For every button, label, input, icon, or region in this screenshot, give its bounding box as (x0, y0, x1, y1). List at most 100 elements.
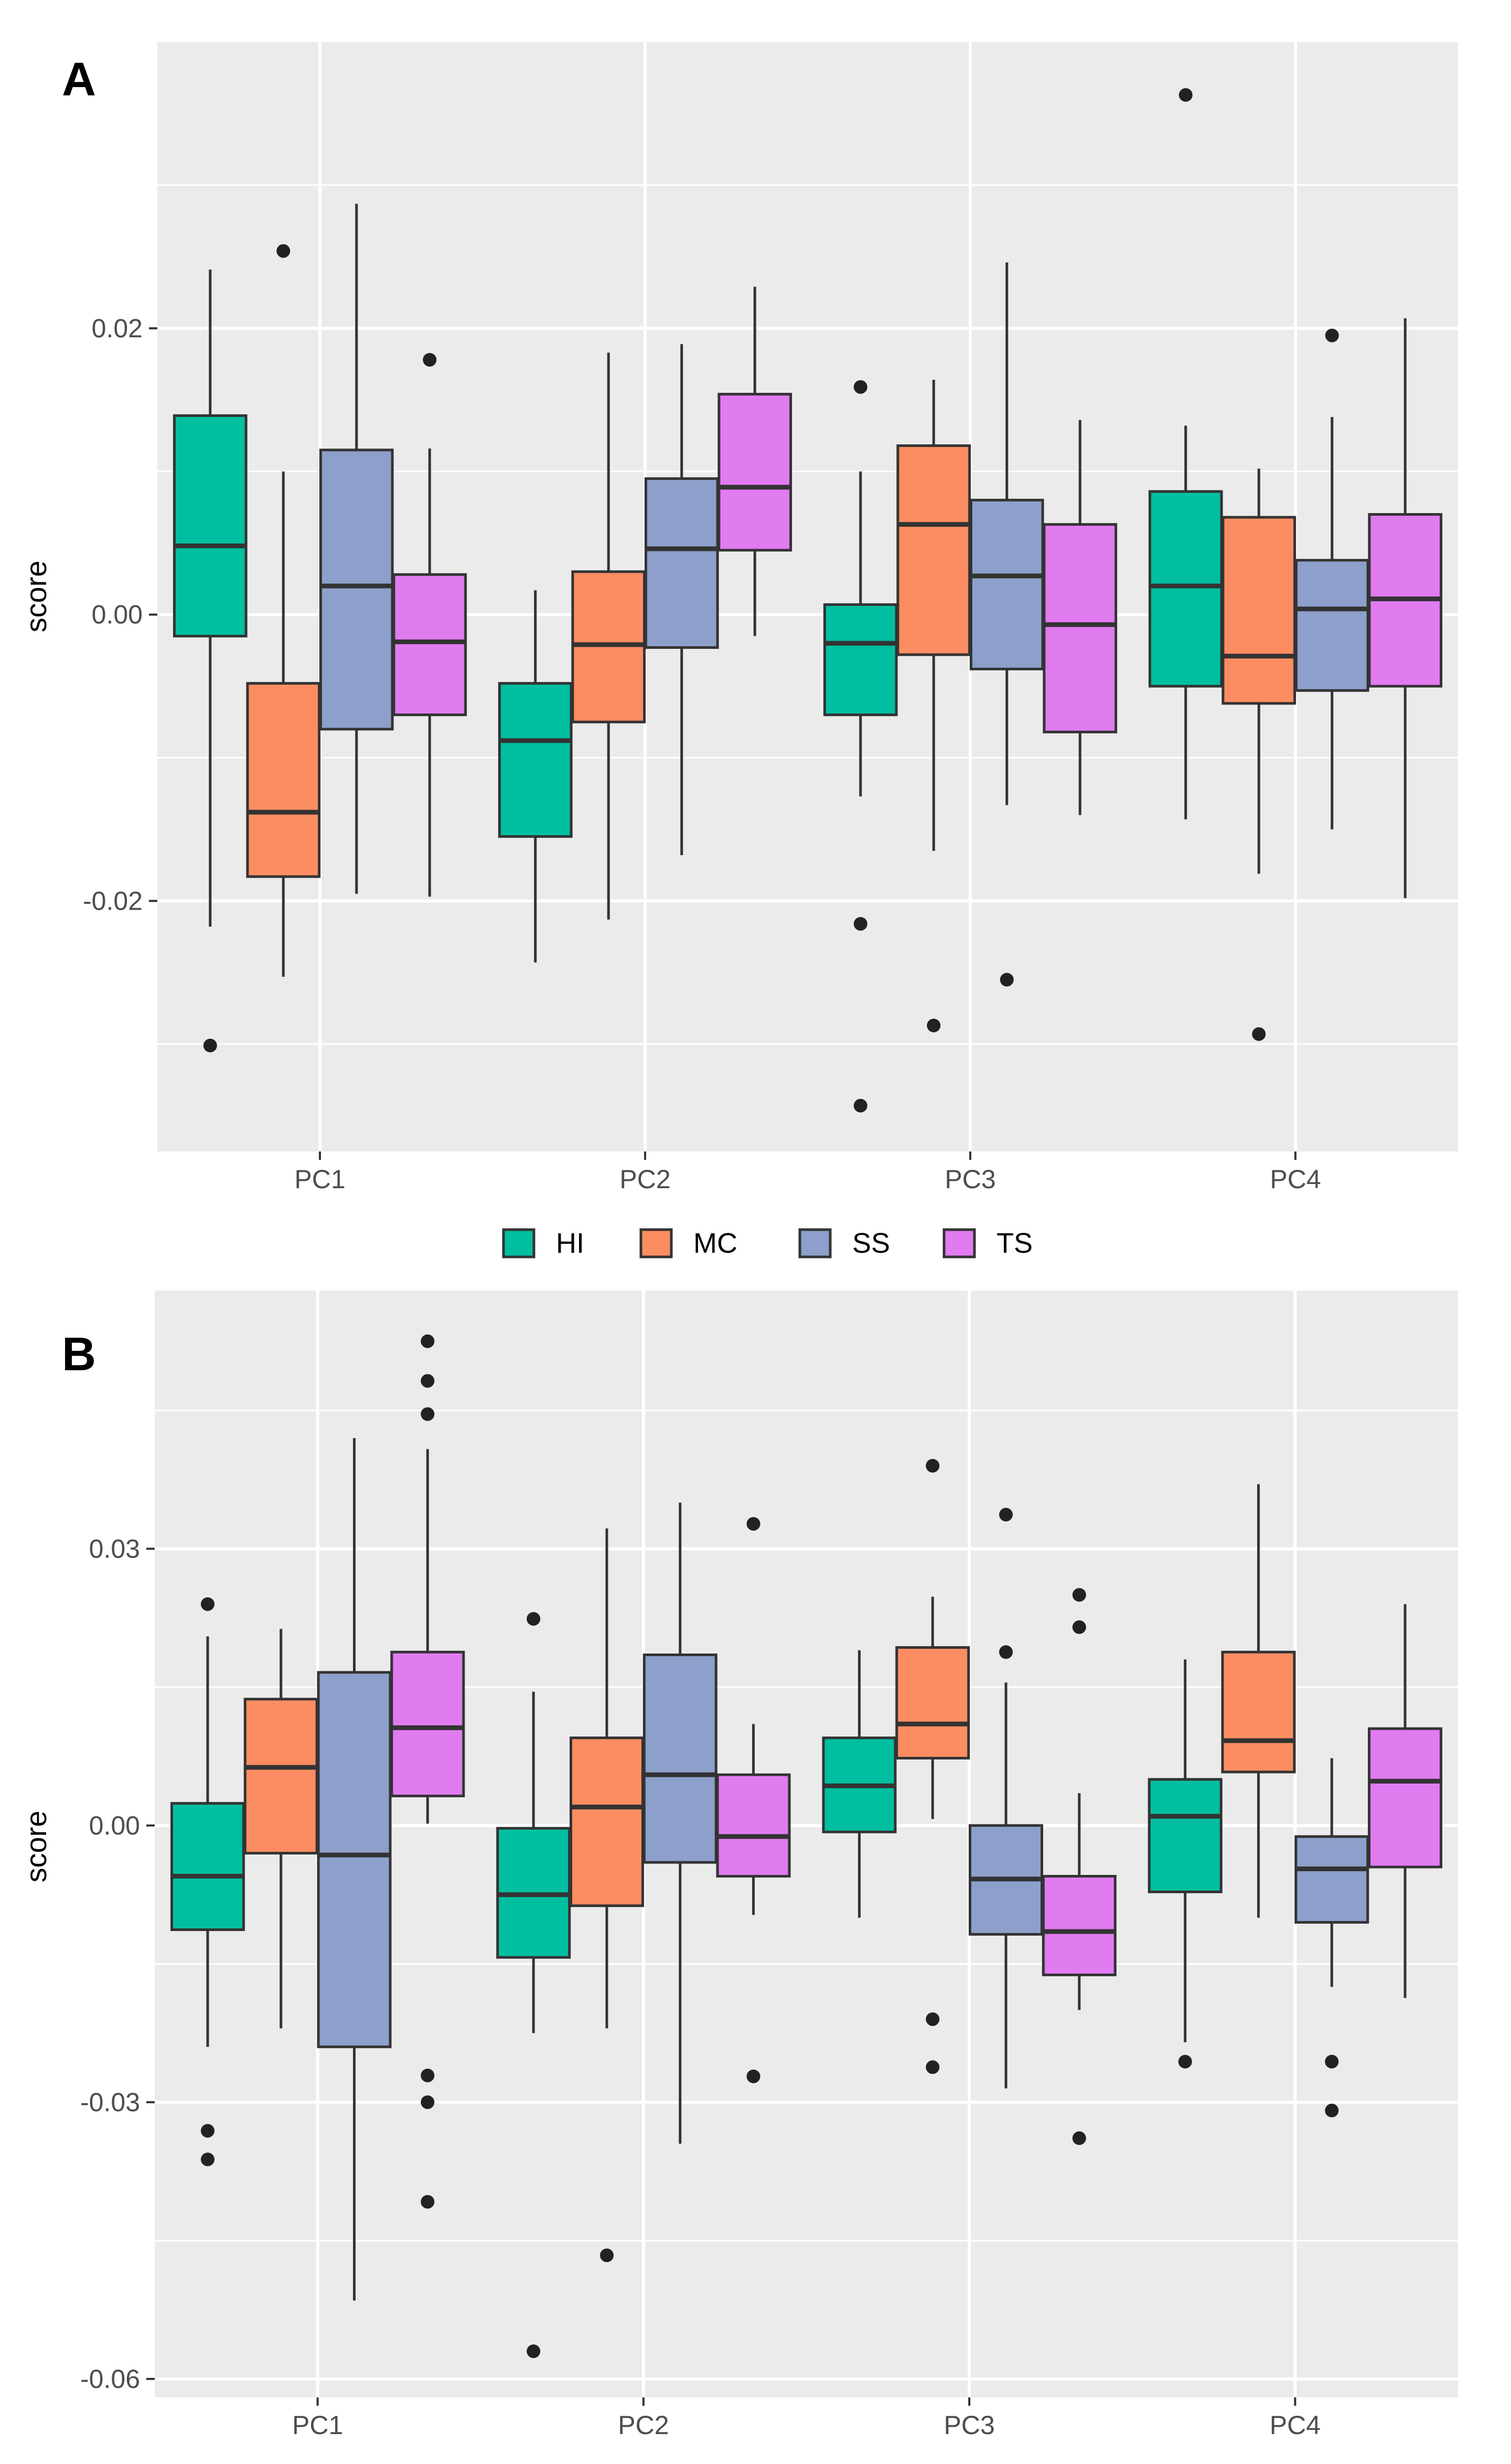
box-iqr (246, 682, 321, 878)
y-tick-label: -0.06 (80, 2364, 140, 2394)
outlier-point (1000, 973, 1014, 987)
legend-item-mc: MC (639, 1228, 737, 1259)
y-axis-title: score (19, 1811, 52, 1883)
outlier-point (853, 380, 867, 394)
box-iqr (823, 603, 898, 717)
box-iqr (1042, 1875, 1117, 1977)
legend-label: SS (852, 1228, 890, 1259)
box-MC-PC4 (1221, 1484, 1296, 1918)
box-iqr (1043, 523, 1118, 733)
box-SS-PC4 (1294, 1758, 1369, 2118)
outlier-point (527, 1612, 541, 1626)
outlier-point (200, 1597, 215, 1611)
outlier-point (999, 1508, 1013, 1522)
box-iqr (1148, 490, 1223, 688)
legend-swatch (639, 1228, 673, 1258)
box-MC-PC3 (895, 1459, 970, 2074)
outlier-point (746, 1517, 760, 1531)
box-iqr (1368, 1727, 1443, 1869)
outlier-point (927, 1018, 941, 1032)
outlier-point (421, 1374, 435, 1388)
box-HI-PC2 (496, 1612, 571, 2359)
box-SS-PC3 (969, 262, 1044, 987)
box-SS-PC1 (319, 204, 394, 894)
legend: HI MC SS TS (502, 1228, 1033, 1259)
box-iqr (390, 1650, 465, 1798)
outlier-point (421, 1334, 435, 1348)
box-MC-PC4 (1221, 468, 1296, 1041)
legend-item-ts: TS (942, 1228, 1033, 1259)
outlier-point (421, 2068, 435, 2083)
outlier-point (1325, 328, 1339, 343)
legend-item-ss: SS (798, 1228, 890, 1259)
box-MC-PC3 (896, 380, 971, 1032)
box-iqr (717, 392, 792, 552)
box-iqr (1294, 1835, 1369, 1924)
box-HI-PC4 (1148, 1659, 1223, 2068)
x-tick-label: PC2 (618, 2410, 669, 2440)
legend-swatch (798, 1228, 832, 1258)
box-HI-PC3 (823, 380, 898, 1113)
outlier-point (200, 2152, 215, 2167)
box-HI-PC2 (498, 590, 573, 963)
box-iqr (319, 449, 394, 731)
box-iqr (969, 498, 1044, 670)
outlier-point (1178, 88, 1193, 102)
box-iqr (392, 573, 467, 717)
box-iqr (644, 477, 719, 649)
box-iqr (895, 1646, 970, 1759)
box-iqr (170, 1802, 245, 1932)
box-iqr (896, 444, 971, 656)
box-TS-PC3 (1042, 1588, 1117, 2145)
outlier-point (926, 1459, 940, 1473)
box-MC-PC1 (243, 1629, 318, 2029)
outlier-point (421, 2095, 435, 2109)
box-HI-PC4 (1148, 88, 1223, 819)
x-tick-label: PC3 (944, 2410, 994, 2440)
outlier-point (853, 917, 867, 931)
outlier-point (926, 2060, 940, 2074)
box-iqr (173, 414, 248, 638)
y-tick-label: 0.00 (92, 600, 143, 630)
box-SS-PC3 (969, 1508, 1044, 2088)
box-TS-PC4 (1368, 1604, 1443, 1998)
box-iqr (243, 1698, 318, 1855)
panel-label: B (62, 1328, 96, 1381)
x-tick-label: PC3 (945, 1165, 995, 1194)
box-HI-PC1 (170, 1597, 245, 2167)
outlier-point (423, 353, 437, 367)
panel-label: A (62, 54, 96, 106)
legend-swatch (942, 1228, 976, 1258)
box-iqr (1294, 559, 1369, 692)
outlier-point (1072, 1588, 1086, 1602)
box-TS-PC3 (1043, 420, 1118, 815)
x-tick-label: PC4 (1270, 1165, 1321, 1194)
box-SS-PC4 (1294, 328, 1369, 829)
x-tick-label: PC1 (294, 1165, 345, 1194)
box-TS-PC2 (716, 1517, 791, 2084)
box-MC-PC1 (246, 244, 321, 977)
outlier-point (276, 244, 291, 258)
y-axis-title: score (19, 561, 52, 633)
legend-label: TS (996, 1228, 1033, 1259)
y-tick-label: -0.03 (80, 2087, 140, 2117)
box-SS-PC2 (642, 1502, 717, 2144)
box-HI-PC1 (173, 269, 248, 1053)
y-tick-label: 0.00 (89, 1811, 140, 1840)
x-tick-label: PC2 (619, 1165, 670, 1194)
outlier-point (926, 2012, 940, 2026)
box-TS-PC1 (390, 1334, 465, 2209)
outlier-point (1072, 2131, 1086, 2145)
outlier-point (1325, 2104, 1339, 2118)
legend-swatch (502, 1228, 535, 1258)
outlier-point (421, 2195, 435, 2209)
box-iqr (716, 1773, 791, 1878)
box-iqr (1148, 1778, 1223, 1893)
box-iqr (498, 682, 573, 838)
y-tick-label: 0.02 (92, 314, 143, 343)
box-iqr (642, 1654, 717, 1864)
outlier-point (999, 1645, 1013, 1659)
